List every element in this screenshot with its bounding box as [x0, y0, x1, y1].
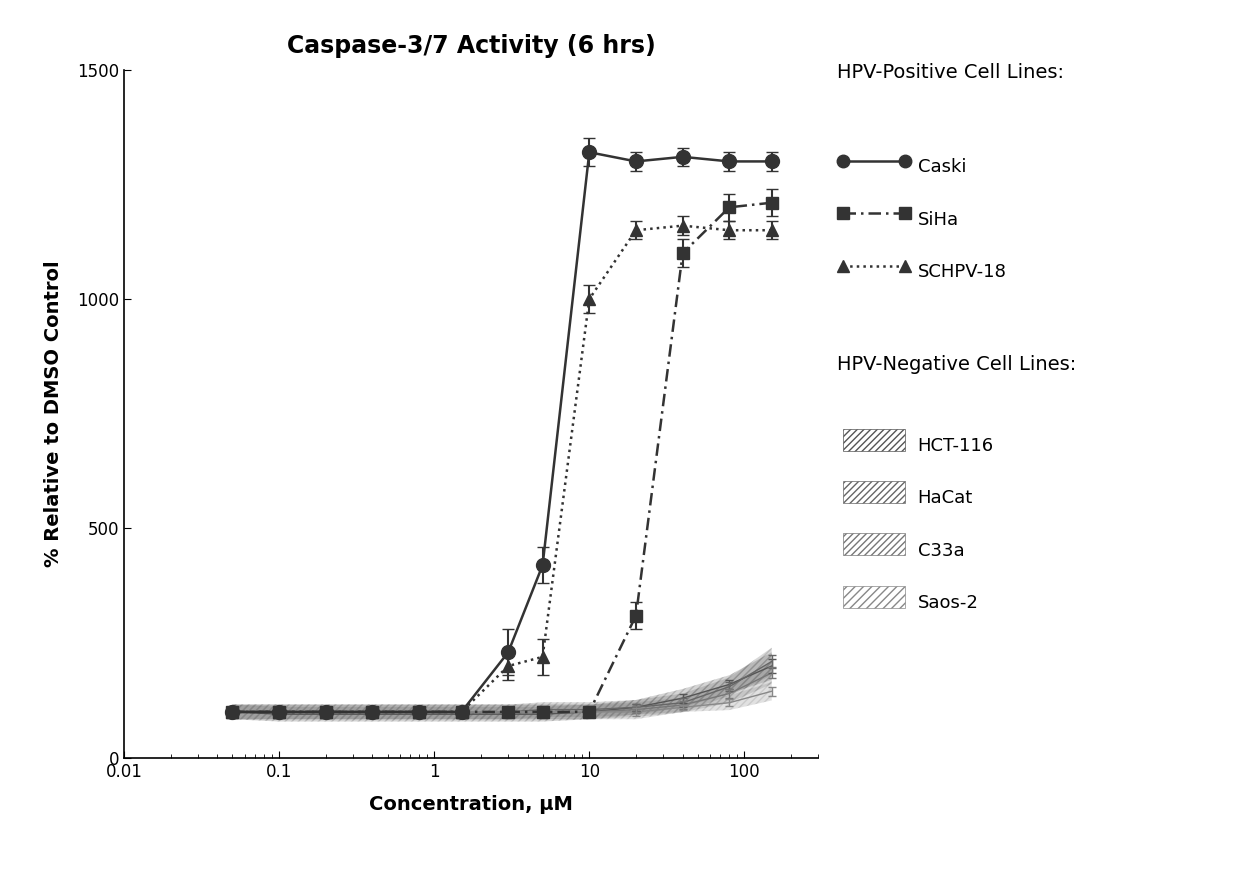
X-axis label: Concentration, μM: Concentration, μM: [370, 794, 573, 814]
Text: SCHPV-18: SCHPV-18: [918, 263, 1007, 281]
Title: Caspase-3/7 Activity (6 hrs): Caspase-3/7 Activity (6 hrs): [286, 34, 656, 58]
Text: C33a: C33a: [918, 542, 965, 560]
Text: Caski: Caski: [918, 159, 966, 177]
Text: HPV-Negative Cell Lines:: HPV-Negative Cell Lines:: [837, 355, 1076, 375]
Text: HaCat: HaCat: [918, 490, 973, 508]
Text: SiHa: SiHa: [918, 211, 959, 229]
Text: Saos-2: Saos-2: [918, 594, 978, 612]
Text: HCT-116: HCT-116: [918, 437, 993, 456]
Y-axis label: % Relative to DMSO Control: % Relative to DMSO Control: [45, 260, 63, 567]
Text: HPV-Positive Cell Lines:: HPV-Positive Cell Lines:: [837, 64, 1064, 83]
